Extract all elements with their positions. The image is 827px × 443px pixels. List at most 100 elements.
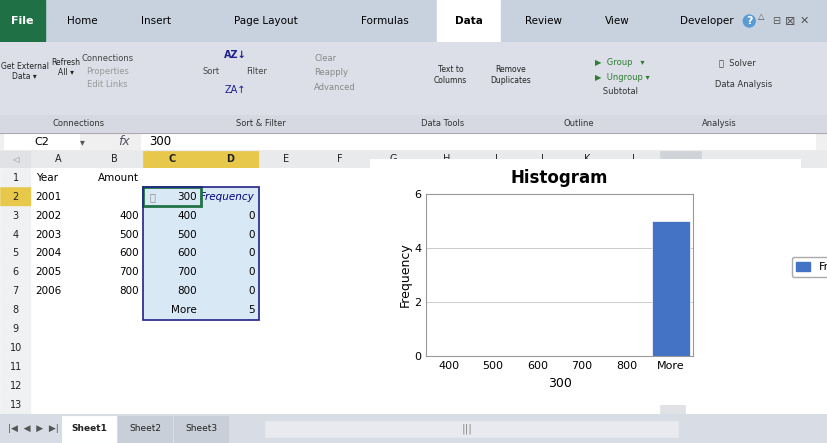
Text: A: A: [55, 155, 62, 164]
Bar: [313, 338, 366, 358]
Bar: [31, 282, 85, 301]
Bar: [201, 151, 259, 168]
Text: Developer: Developer: [681, 16, 734, 26]
Bar: [313, 244, 366, 263]
Text: Formulas: Formulas: [361, 16, 409, 26]
Text: Filter: Filter: [246, 67, 267, 76]
Bar: [85, 282, 143, 301]
Bar: [201, 225, 259, 244]
Text: 2005: 2005: [36, 268, 62, 277]
Bar: [420, 206, 474, 225]
Text: 0: 0: [248, 210, 255, 221]
Bar: [313, 282, 366, 301]
Bar: [519, 358, 565, 377]
Text: |||: |||: [461, 424, 473, 434]
Text: L: L: [633, 155, 638, 164]
Bar: [143, 282, 201, 301]
Bar: [85, 358, 143, 377]
Text: Text to
Columns: Text to Columns: [434, 65, 467, 85]
Text: Data Tools: Data Tools: [421, 119, 464, 128]
Bar: [313, 206, 366, 225]
Text: 2001: 2001: [36, 192, 62, 202]
Text: 400: 400: [177, 210, 197, 221]
Text: ZA↑: ZA↑: [225, 85, 246, 95]
Bar: [143, 225, 201, 244]
Text: 500: 500: [177, 229, 197, 240]
Bar: [565, 225, 610, 244]
Bar: [0, 320, 31, 338]
Bar: [259, 301, 313, 320]
Bar: [143, 338, 201, 358]
Bar: [420, 282, 474, 301]
Bar: [366, 168, 420, 187]
Bar: [610, 395, 660, 414]
Bar: [85, 225, 143, 244]
Bar: [313, 187, 366, 206]
Text: 5: 5: [248, 305, 255, 315]
Bar: [420, 187, 474, 206]
Text: 5: 5: [12, 249, 19, 258]
Text: 11: 11: [10, 362, 22, 372]
Bar: [4, 134, 79, 149]
Bar: [313, 377, 366, 395]
Bar: [143, 168, 201, 187]
Bar: [143, 263, 201, 282]
Bar: [143, 395, 201, 414]
Bar: [610, 187, 660, 206]
Text: ✕: ✕: [799, 16, 809, 26]
Bar: [143, 187, 201, 206]
Bar: [259, 358, 313, 377]
Bar: [143, 206, 201, 225]
Bar: [610, 168, 660, 187]
Text: View: View: [605, 16, 630, 26]
Bar: [519, 282, 565, 301]
Text: H: H: [443, 155, 451, 164]
Text: Review: Review: [525, 16, 562, 26]
Bar: [610, 263, 660, 282]
Bar: [610, 225, 660, 244]
Bar: [610, 320, 660, 338]
Bar: [420, 263, 474, 282]
Bar: [519, 320, 565, 338]
Bar: [31, 263, 85, 282]
Bar: [420, 338, 474, 358]
Bar: [565, 151, 610, 168]
Bar: [519, 187, 565, 206]
Text: 13: 13: [10, 400, 22, 410]
Text: Amount: Amount: [98, 173, 139, 183]
Text: File: File: [12, 16, 34, 26]
Bar: [313, 395, 366, 414]
Bar: [660, 151, 701, 168]
Text: Sort & Filter: Sort & Filter: [236, 119, 285, 128]
Text: ▶  Ungroup ▾: ▶ Ungroup ▾: [595, 73, 650, 82]
Bar: [519, 168, 565, 187]
Bar: [565, 244, 610, 263]
Bar: [366, 225, 420, 244]
Bar: [313, 151, 366, 168]
Bar: [201, 282, 259, 301]
Bar: [0, 168, 31, 187]
Bar: [259, 263, 313, 282]
Bar: [420, 358, 474, 377]
Bar: [0, 338, 31, 358]
Text: 4: 4: [12, 229, 19, 240]
Bar: [31, 338, 85, 358]
Bar: [143, 187, 201, 206]
Bar: [420, 320, 474, 338]
Bar: [565, 338, 610, 358]
Bar: [565, 187, 610, 206]
Text: 300: 300: [149, 135, 171, 148]
Text: Sheet3: Sheet3: [185, 424, 218, 432]
Bar: [366, 320, 420, 338]
Text: 2006: 2006: [36, 286, 62, 296]
Bar: [259, 244, 313, 263]
Bar: [143, 301, 201, 320]
Text: Connections: Connections: [81, 54, 134, 62]
Bar: [519, 225, 565, 244]
Bar: [420, 225, 474, 244]
Text: Analysis: Analysis: [702, 119, 737, 128]
Bar: [519, 338, 565, 358]
Bar: [565, 301, 610, 320]
Bar: [474, 358, 519, 377]
Text: 0: 0: [248, 249, 255, 258]
